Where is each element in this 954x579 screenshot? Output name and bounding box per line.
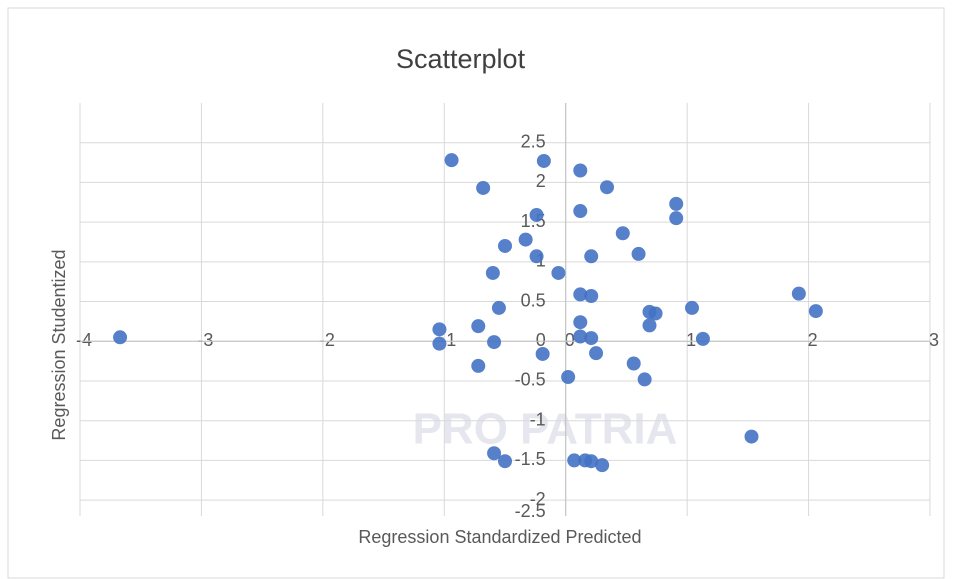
point — [809, 304, 823, 318]
point — [519, 233, 533, 247]
x-tick-label: 1 — [686, 330, 696, 350]
point — [471, 359, 485, 373]
point — [643, 318, 657, 332]
point — [584, 289, 598, 303]
point — [432, 322, 446, 336]
point — [669, 197, 683, 211]
point — [627, 357, 641, 371]
point — [551, 266, 565, 280]
point — [432, 337, 446, 351]
x-tick-label: -4 — [76, 330, 92, 350]
point — [536, 347, 550, 361]
point — [792, 287, 806, 301]
x-tick-label: -3 — [197, 330, 213, 350]
point — [584, 249, 598, 263]
x-tick-label: 3 — [929, 330, 939, 350]
point — [584, 331, 598, 345]
point — [471, 319, 485, 333]
point — [487, 335, 501, 349]
point — [632, 247, 646, 261]
point — [530, 249, 544, 263]
point — [573, 315, 587, 329]
point — [530, 208, 544, 222]
x-tick-label: 2 — [808, 330, 818, 350]
y-tick-label: 0.5 — [521, 290, 546, 310]
point — [616, 226, 630, 240]
x-axis-title: Regression Standardized Predicted — [358, 527, 641, 547]
y-tick-label: -2 — [530, 489, 546, 509]
point — [589, 346, 603, 360]
point — [669, 211, 683, 225]
y-tick-label: 2 — [536, 171, 546, 191]
x-tick-label: -2 — [319, 330, 335, 350]
point — [498, 454, 512, 468]
y-tick-label: 0 — [536, 330, 546, 350]
point — [696, 332, 710, 346]
y-tick-label: -0.5 — [515, 370, 546, 390]
point — [595, 458, 609, 472]
chart-title: Scatterplot — [396, 44, 578, 74]
point — [573, 204, 587, 218]
point — [561, 370, 575, 384]
point — [498, 239, 512, 253]
y-tick-label: -1 — [530, 409, 546, 429]
point — [492, 301, 506, 315]
chart: PRO PATRIA Regression Standardized Predi… — [0, 0, 954, 579]
point — [486, 266, 500, 280]
y-tick-label: -1.5 — [515, 449, 546, 469]
point — [685, 301, 699, 315]
chart-area: PRO PATRIA Regression Standardized Predi… — [0, 0, 954, 579]
point — [573, 164, 587, 178]
y-tick-label: 2.5 — [521, 131, 546, 151]
point — [649, 306, 663, 320]
point — [476, 181, 490, 195]
point — [600, 180, 614, 194]
point — [445, 153, 459, 167]
y-axis-title: Regression Studentized — [49, 249, 69, 440]
point — [113, 330, 127, 344]
point — [638, 372, 652, 386]
point — [537, 154, 551, 168]
point — [745, 430, 759, 444]
